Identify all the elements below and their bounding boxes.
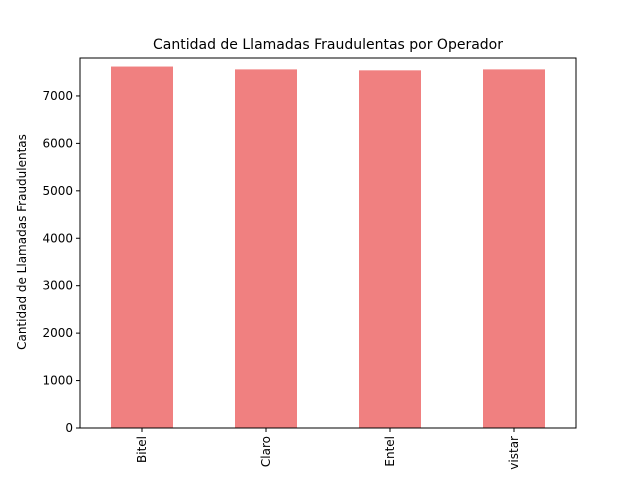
x-axis: Bitel Claro Entel vistar (135, 428, 521, 470)
y-axis-label: Cantidad de Llamadas Fraudulentas (15, 134, 29, 350)
bar-vistar (483, 69, 545, 428)
y-tick-label: 3000 (42, 279, 73, 293)
y-tick-label: 6000 (42, 136, 73, 150)
y-tick-label: 4000 (42, 231, 73, 245)
y-tick-label: 2000 (42, 326, 73, 340)
bars-group (111, 66, 545, 429)
plot-frame (79, 57, 577, 429)
bar-claro (235, 69, 297, 428)
y-tick-label: 5000 (42, 184, 73, 198)
bar-entel (359, 70, 421, 428)
y-axis: 0 1000 2000 3000 4000 5000 6000 7000 (42, 89, 80, 435)
x-tick-label: Entel (383, 436, 397, 467)
y-tick-label: 0 (65, 421, 73, 435)
bar-bitel (111, 66, 173, 429)
y-tick-label: 7000 (42, 89, 73, 103)
x-tick-label: vistar (507, 436, 521, 470)
x-tick-label: Claro (259, 436, 273, 467)
chart-title: Cantidad de Llamadas Fraudulentas por Op… (153, 37, 503, 53)
y-tick-label: 1000 (42, 374, 73, 388)
x-tick-label: Bitel (135, 436, 149, 463)
